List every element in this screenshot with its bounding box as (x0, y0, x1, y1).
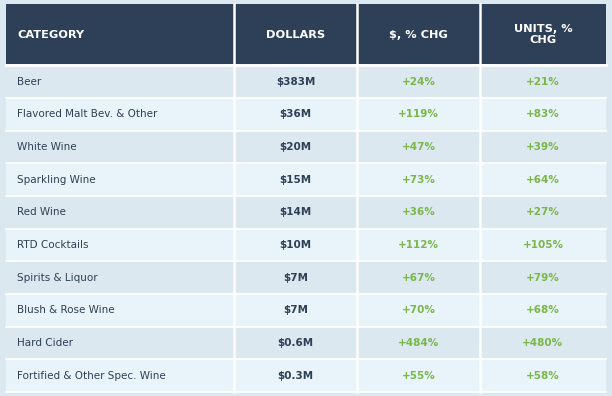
Text: Beer: Beer (17, 76, 41, 87)
Text: $20M: $20M (280, 142, 312, 152)
Text: Sparkling Wine: Sparkling Wine (17, 175, 95, 185)
Text: $383M: $383M (276, 76, 315, 87)
Text: +480%: +480% (523, 338, 564, 348)
Text: $7M: $7M (283, 273, 308, 283)
Text: $7M: $7M (283, 305, 308, 315)
Text: $36M: $36M (280, 109, 312, 119)
Text: Spirits & Liquor: Spirits & Liquor (17, 273, 97, 283)
Text: +67%: +67% (401, 273, 435, 283)
Text: +47%: +47% (401, 142, 436, 152)
Text: +24%: +24% (401, 76, 435, 87)
Text: +70%: +70% (401, 305, 435, 315)
Text: Hard Cider: Hard Cider (17, 338, 73, 348)
Text: $0.3M: $0.3M (277, 371, 313, 381)
Text: +112%: +112% (398, 240, 439, 250)
Bar (6, 294, 606, 327)
Text: $15M: $15M (280, 175, 312, 185)
Text: +64%: +64% (526, 175, 560, 185)
Text: +484%: +484% (398, 338, 439, 348)
Bar (6, 327, 606, 359)
Text: +79%: +79% (526, 273, 560, 283)
Text: $10M: $10M (280, 240, 312, 250)
Text: +119%: +119% (398, 109, 439, 119)
Text: +36%: +36% (401, 208, 435, 217)
Text: Fortified & Other Spec. Wine: Fortified & Other Spec. Wine (17, 371, 166, 381)
Text: +83%: +83% (526, 109, 560, 119)
Text: CATEGORY: CATEGORY (17, 30, 84, 40)
Text: RTD Cocktails: RTD Cocktails (17, 240, 88, 250)
Text: +73%: +73% (401, 175, 435, 185)
Text: UNITS, %
CHG: UNITS, % CHG (513, 24, 572, 46)
Bar (6, 196, 606, 228)
Text: Flavored Malt Bev. & Other: Flavored Malt Bev. & Other (17, 109, 157, 119)
Text: $14M: $14M (280, 208, 312, 217)
Text: +68%: +68% (526, 305, 560, 315)
Bar (6, 228, 606, 261)
Text: Red Wine: Red Wine (17, 208, 66, 217)
Text: +27%: +27% (526, 208, 560, 217)
Text: $0.6M: $0.6M (277, 338, 313, 348)
Bar (6, 261, 606, 294)
Text: DOLLARS: DOLLARS (266, 30, 325, 40)
Text: +105%: +105% (523, 240, 564, 250)
Text: $, % CHG: $, % CHG (389, 30, 448, 40)
Bar (6, 163, 606, 196)
Bar (6, 359, 606, 392)
Text: Blush & Rose Wine: Blush & Rose Wine (17, 305, 114, 315)
Bar (6, 131, 606, 163)
Bar (6, 98, 606, 131)
Bar (6, 65, 606, 98)
Text: White Wine: White Wine (17, 142, 76, 152)
Text: +55%: +55% (401, 371, 435, 381)
Text: +21%: +21% (526, 76, 560, 87)
Bar (6, 4, 606, 65)
Text: +58%: +58% (526, 371, 560, 381)
Text: +39%: +39% (526, 142, 560, 152)
